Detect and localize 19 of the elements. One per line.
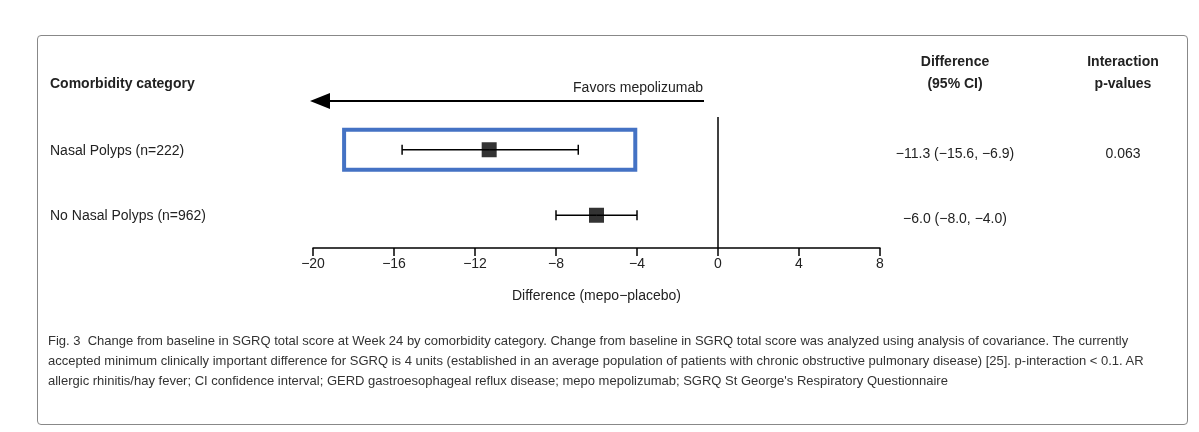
text: Interaction p-values [1087, 53, 1159, 91]
y-tick-label: Nasal Polyps (n=222) [50, 141, 185, 158]
x-tick-label: 0 [714, 255, 723, 271]
x-tick-label: −20 [301, 255, 326, 271]
x-tick-label: −4 [629, 255, 646, 271]
x-tick-label: 8 [876, 255, 885, 271]
y-axis-title: Comorbidity category [50, 75, 195, 91]
x-tick-label: −16 [382, 255, 407, 271]
text: Favors mepolizumab [573, 79, 704, 95]
x-tick-label: −8 [548, 255, 565, 271]
text: 0.063 [1105, 145, 1141, 161]
text: −6.0 (−8.0, −4.0) [903, 210, 1007, 226]
x-axis-title: Difference (mepo−placebo) [511, 287, 682, 303]
x-tick-label: 4 [795, 255, 804, 271]
caption: Fig. 3 Change from baseline in SGRQ total score at Week 24 by comorbidity category. Change from baseline in SGRQ total score was analyzed using analysis of covariance. The currently accepted minimum clinically important difference for SGRQ is 4 units (established in an average population of patients with chronic obstructive pulmonary disease) [25]. p-interaction < 0.1. AR allergic rhinitis/hay fever; CI confidence interval; GERD gastroesophageal reflux disease; mepo mepolizumab; SGRQ St George's Respiratory Questionnaire [48, 332, 1148, 388]
text: Difference (95% CI) [920, 53, 990, 91]
y-tick-label: No Nasal Polyps (n=962) [50, 207, 207, 224]
text: −11.3 (−15.6, −6.9) [895, 145, 1015, 161]
x-tick-label: −12 [463, 255, 488, 271]
